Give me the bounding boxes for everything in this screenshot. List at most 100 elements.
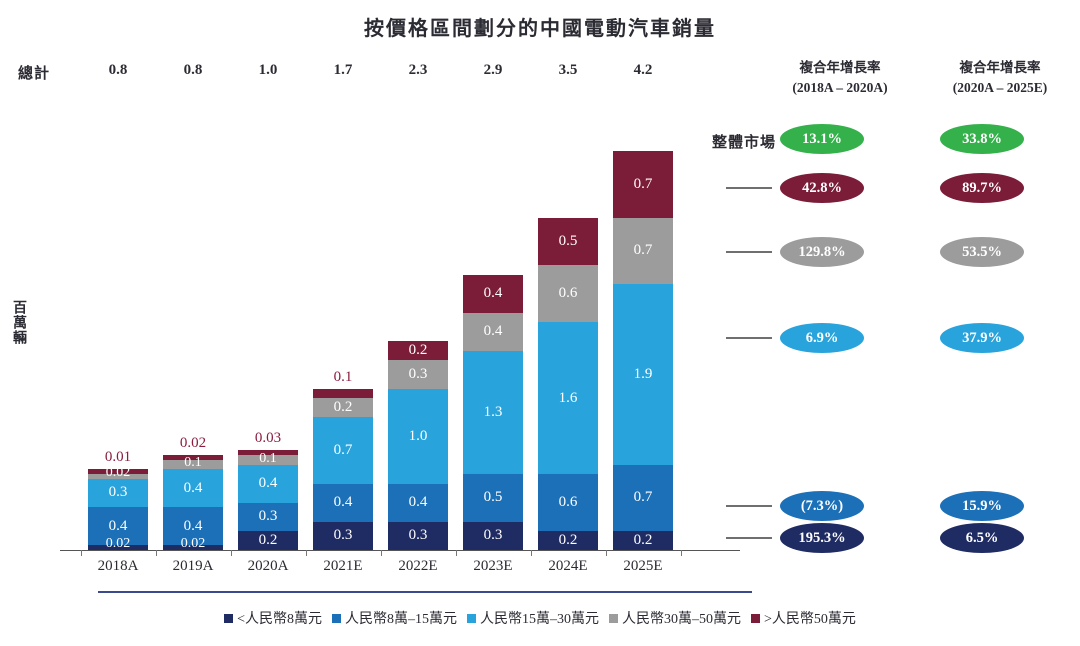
cagr-bubble-15to30: 37.9% (940, 323, 1024, 353)
legend: <人民幣8萬元 人民幣8萬–15萬元 人民幣15萬–30萬元 人民幣30萬–50萬元 >… (0, 608, 1080, 628)
bar-segment: 0.2 (313, 398, 373, 417)
bar-segment: 0.7 (613, 151, 673, 218)
cagr-connector-line (726, 187, 772, 189)
x-axis-label: 2021E (323, 558, 363, 574)
x-axis-tick (305, 550, 307, 556)
bar-segment: 0.02 (88, 465, 148, 480)
legend-swatch-icon (609, 613, 618, 623)
page-title: 按價格區間劃分的中國電動汽車銷量 (364, 18, 716, 40)
legend-label: <人民幣8萬元 (237, 612, 322, 627)
segment-value-label: 0.02 (180, 536, 206, 551)
total-value: 0.8 (108, 62, 128, 78)
bar-2019A: 0.02 0.1 0.4 0.4 0.02 (163, 435, 223, 551)
x-axis-tick (380, 550, 382, 556)
bar-segment: 0.4 (388, 483, 448, 522)
segment-value-label: 0.3 (408, 527, 428, 544)
cagr-header-line1: 複合年增長率 (959, 60, 1041, 75)
legend-label: 人民幣15萬–30萬元 (480, 612, 599, 627)
segment-value-label: 0.4 (258, 475, 278, 491)
total-value: 2.3 (408, 62, 428, 78)
x-axis-label: 2025E (623, 558, 663, 574)
x-axis-label: 2024E (548, 558, 588, 574)
cagr-bubble-overall: 13.1% (780, 124, 864, 154)
segment-value-label: 0.03 (254, 430, 282, 446)
x-axis-label: 2018A (97, 558, 139, 574)
segment-value-label: 0.2 (408, 342, 428, 358)
bar-2021E: 0.1 0.2 0.7 0.4 0.3 (313, 369, 373, 550)
legend-label: 人民幣8萬–15萬元 (345, 612, 457, 627)
bar-segment: 0.3 (388, 360, 448, 389)
bar-segment: 0.1 (238, 451, 298, 466)
bar-segment: 0.6 (538, 474, 598, 531)
bar-segment: 0.6 (538, 265, 598, 322)
legend-swatch-icon (224, 613, 234, 623)
segment-value-label: 0.3 (408, 365, 428, 382)
segment-value-label: 0.4 (483, 285, 503, 301)
bar-segment: 1.0 (388, 388, 448, 484)
bar-segment: 0.7 (613, 464, 673, 531)
cagr-connector-line (726, 251, 772, 253)
segment-value-label: 0.3 (333, 527, 353, 544)
segment-value-label: 0.7 (633, 175, 653, 192)
bar-segment: 0.5 (538, 217, 598, 265)
bar-2018A: 0.01 0.02 0.3 0.4 0.02 (88, 449, 148, 551)
segment-value-label: 0.2 (258, 532, 278, 548)
bar-2025E: 0.7 0.7 1.9 0.7 0.2 (613, 151, 673, 550)
segment-value-label: 0.7 (333, 441, 353, 458)
legend-swatch-icon (751, 613, 760, 623)
legend-swatch-icon (332, 613, 341, 623)
segment-value-label: 0.4 (408, 494, 428, 510)
cagr-header-line1: 複合年增長率 (799, 60, 881, 75)
legend-item: 人民幣15萬–30萬元 (467, 608, 599, 628)
segment-value-label: 0.7 (633, 489, 653, 506)
x-axis-tick (680, 550, 682, 556)
bar-2022E: 0.2 0.3 1.0 0.4 0.3 (388, 341, 448, 550)
bar-segment: 0.02 (163, 435, 223, 460)
segment-value-label: 0.1 (184, 455, 202, 470)
cagr-header-2018-2020: 複合年增長率 (2018A – 2020A) (760, 58, 920, 99)
cagr-bubble-overall: 33.8% (940, 124, 1024, 154)
legend-item: 人民幣8萬–15萬元 (332, 608, 457, 628)
segment-value-label: 0.1 (333, 368, 353, 385)
bar-segment: 0.4 (163, 507, 223, 545)
bar-segment: 0.2 (538, 531, 598, 550)
x-axis-tick (155, 550, 157, 556)
cagr-header-line2: (2020A – 2025E) (952, 80, 1048, 96)
legend-swatch-icon (467, 613, 476, 623)
bar-segment: 0.2 (388, 341, 448, 360)
segment-value-label: 0.02 (179, 434, 207, 451)
total-value: 3.5 (558, 62, 578, 78)
cagr-bubble-8to15: 15.9% (940, 491, 1024, 521)
bar-segment: 0.01 (88, 449, 148, 474)
bar-segment: 0.02 (88, 536, 148, 551)
bar-segment: 0.4 (463, 312, 523, 351)
cagr-bubble-above50: 89.7% (940, 173, 1024, 203)
x-axis-tick (455, 550, 457, 556)
x-axis-label: 2020A (247, 558, 289, 574)
bar-segment: 0.4 (463, 274, 523, 313)
cagr-bubble-15to30: 6.9% (780, 323, 864, 353)
bar-segment: 1.3 (463, 350, 523, 474)
bar-2024E: 0.5 0.6 1.6 0.6 0.2 (538, 217, 598, 550)
bar-segment: 0.3 (463, 521, 523, 550)
x-axis-label: 2022E (398, 558, 438, 574)
totals-label: 總計 (18, 66, 51, 82)
segment-value-label: 0.5 (483, 489, 503, 506)
cagr-connector-line (726, 337, 772, 339)
cagr-bubble-below8: 6.5% (940, 523, 1024, 553)
segment-value-label: 0.6 (558, 285, 578, 301)
bar-segment: 0.03 (238, 430, 298, 455)
footer-divider (98, 591, 752, 593)
total-value: 1.0 (258, 62, 278, 78)
x-axis-label: 2019A (172, 558, 214, 574)
bar-segment: 0.3 (88, 478, 148, 507)
bar-segment: 0.2 (613, 531, 673, 550)
bar-segment: 0.02 (163, 536, 223, 551)
cagr-header-2020-2025: 複合年增長率 (2020A – 2025E) (920, 58, 1080, 99)
x-axis-tick (530, 550, 532, 556)
cagr-bubble-below8: 195.3% (780, 523, 864, 553)
segment-value-label: 0.4 (183, 517, 203, 534)
segment-value-label: 0.5 (558, 232, 578, 249)
cagr-bubble-30to50: 129.8% (780, 237, 864, 267)
